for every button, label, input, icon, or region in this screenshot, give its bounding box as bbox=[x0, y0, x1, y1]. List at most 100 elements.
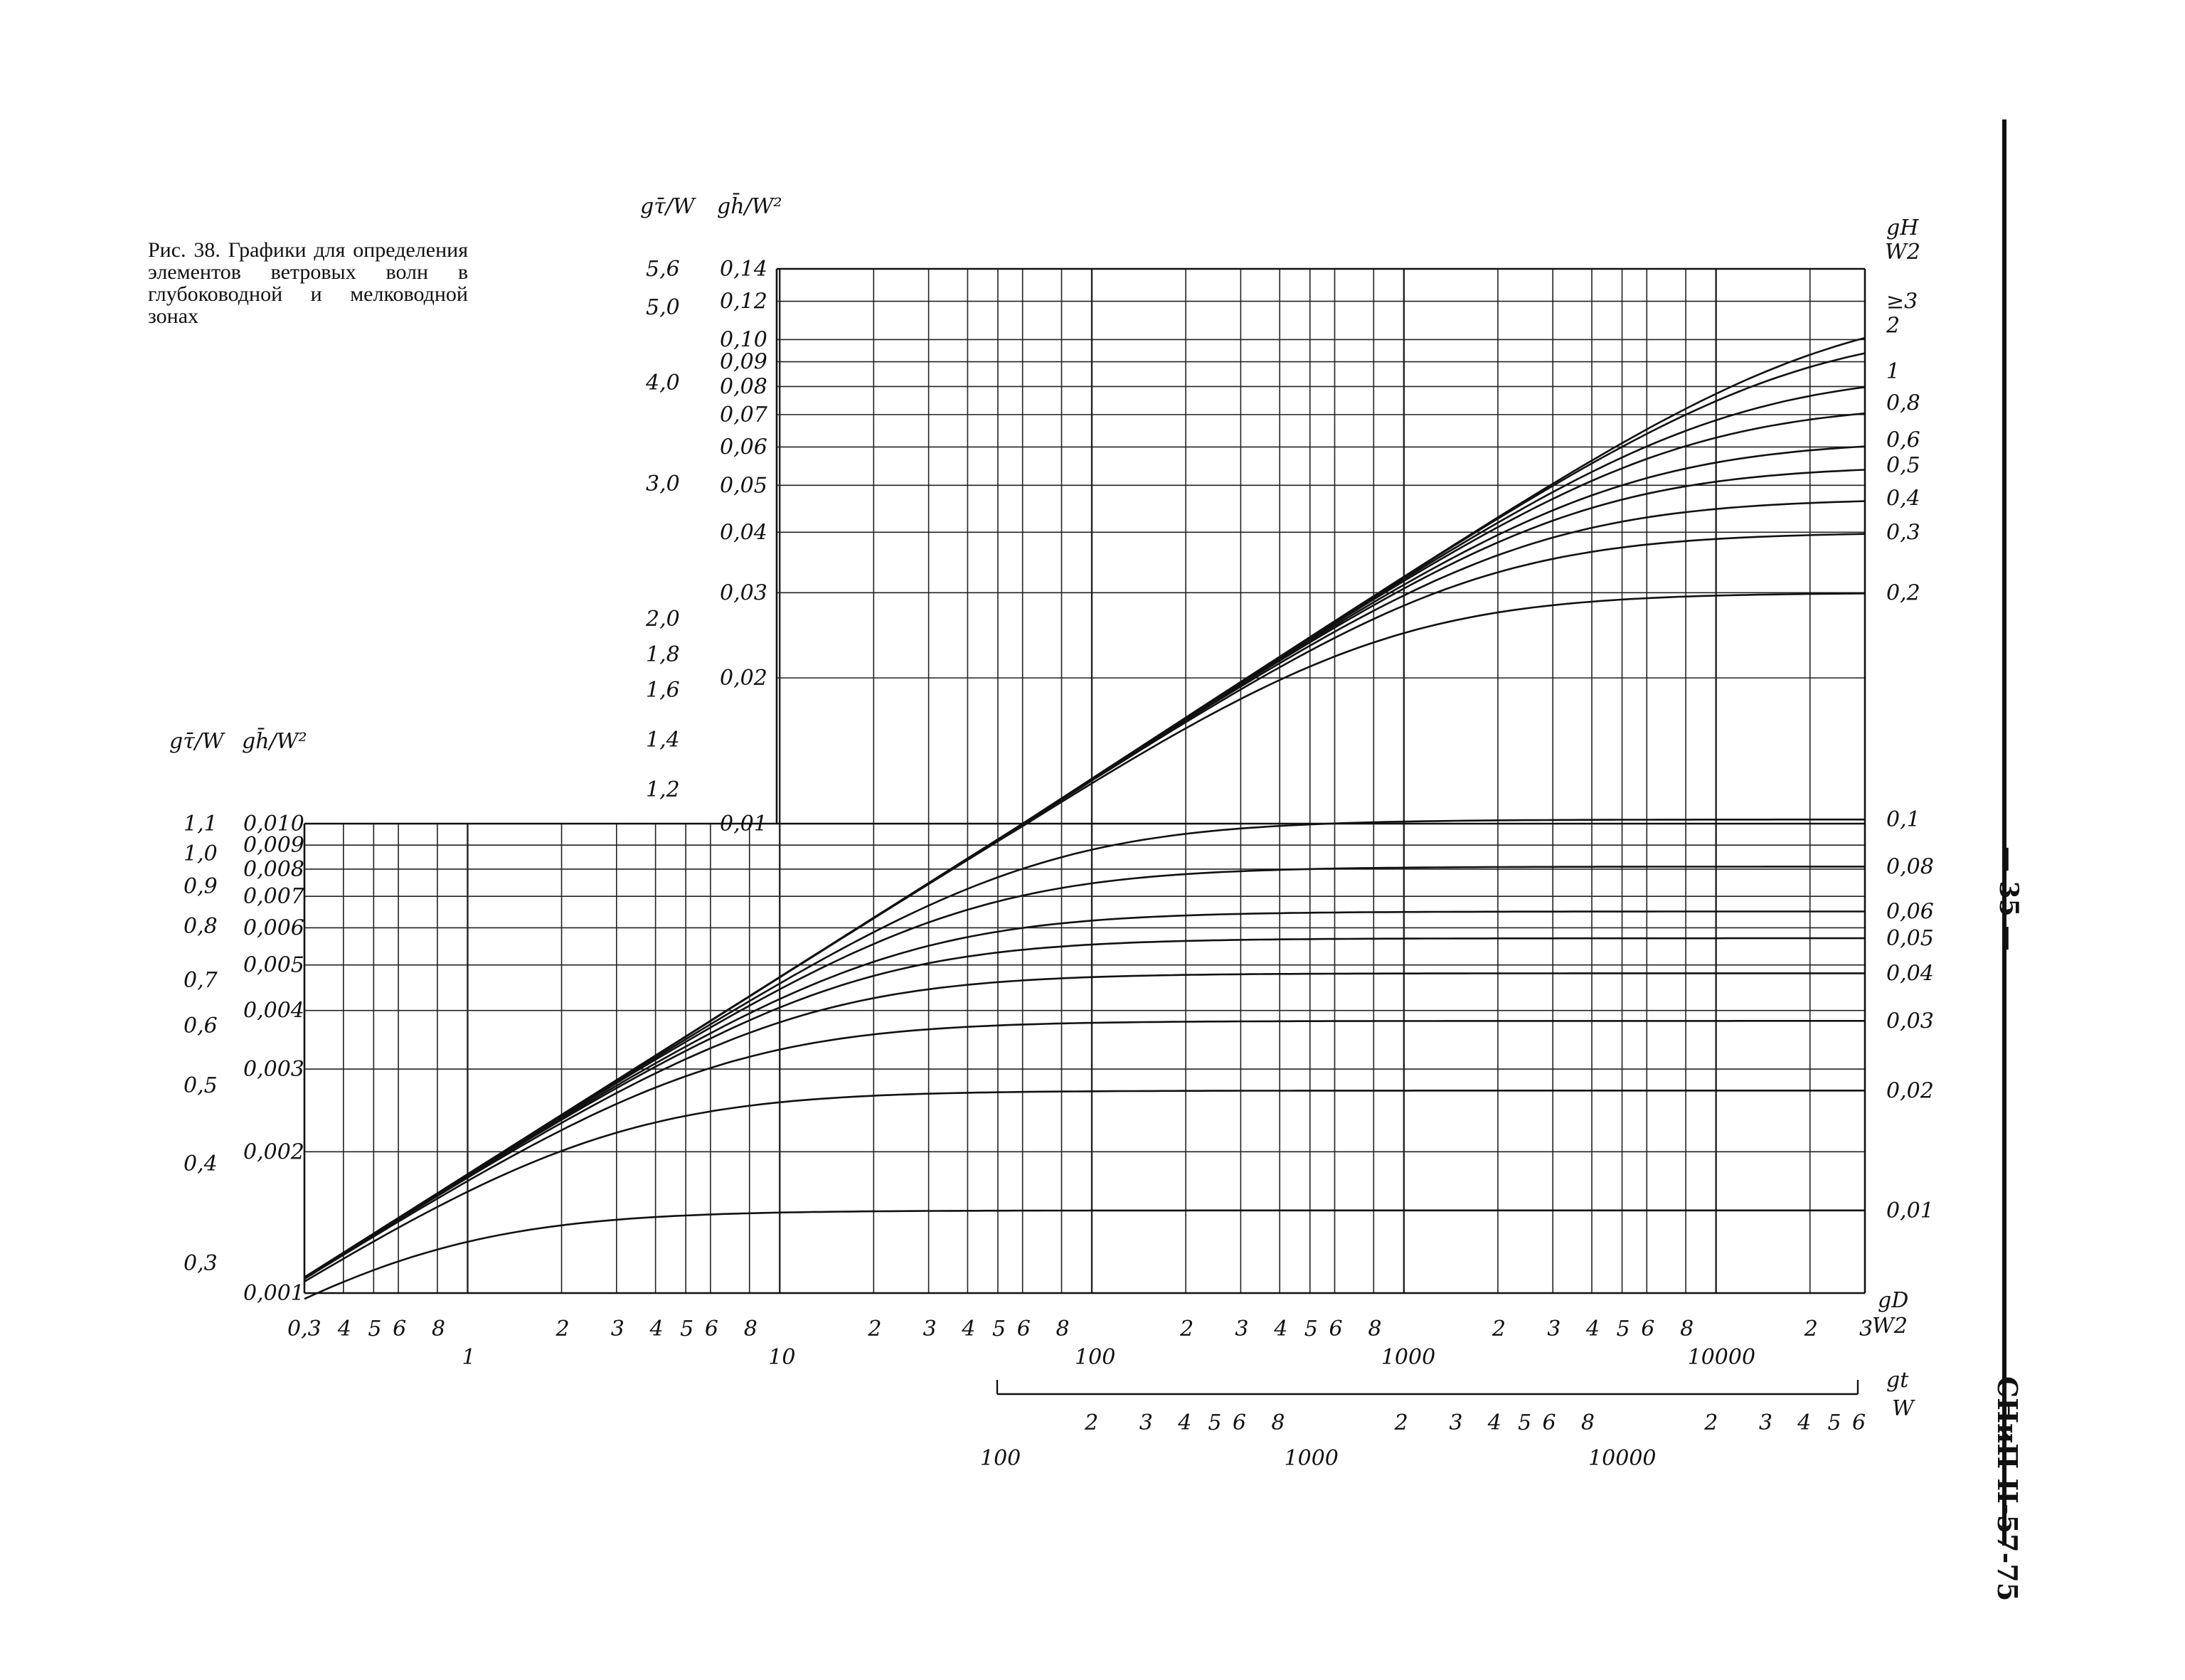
curve-label: 0,5 bbox=[1886, 453, 1920, 478]
x-tick-label: 4 bbox=[1585, 1317, 1600, 1341]
curve-line bbox=[304, 445, 1866, 1279]
x-tick-label: 8 bbox=[1368, 1317, 1381, 1341]
x-tick-label: 1 bbox=[462, 1345, 475, 1370]
x-tick-label: 8 bbox=[1680, 1317, 1694, 1341]
shallow-h-tick: 0,006 bbox=[243, 915, 304, 940]
curve-label: 0,03 bbox=[1886, 1009, 1934, 1033]
shallow-h-tick: 0,001 bbox=[243, 1281, 304, 1306]
curve-line bbox=[304, 592, 1866, 1279]
x-tick-label: 6 bbox=[705, 1317, 718, 1341]
curve-label: 0,04 bbox=[1886, 961, 1934, 986]
x-tick-label: 3 bbox=[611, 1317, 624, 1341]
x-tick-label: 5 bbox=[680, 1317, 693, 1341]
x-tick-label: 2 bbox=[1179, 1317, 1193, 1341]
shallow-h-tick: 0,009 bbox=[243, 833, 304, 858]
curve-label: 0,8 bbox=[1886, 390, 1920, 415]
time-tick-label: 4 bbox=[1487, 1410, 1501, 1435]
time-tick-label: 2 bbox=[1703, 1410, 1718, 1435]
x-tick-label: 5 bbox=[368, 1317, 381, 1341]
time-axis-title-bottom: W bbox=[1892, 1396, 1915, 1421]
curve-line bbox=[304, 866, 1865, 1279]
time-tick-label: 3 bbox=[1139, 1410, 1153, 1435]
x-tick-label: 2 bbox=[1492, 1317, 1506, 1341]
deep-tau-tick: 1,2 bbox=[646, 777, 680, 802]
time-tick-label: 6 bbox=[1852, 1410, 1866, 1435]
curve-line bbox=[304, 352, 1866, 1279]
time-tick-label: 4 bbox=[1797, 1410, 1811, 1435]
curve-label: 0,3 bbox=[1886, 520, 1920, 545]
shallow-h-tick: 0,008 bbox=[243, 857, 304, 882]
x-axis-title-top: gD bbox=[1878, 1288, 1908, 1313]
curve-label: 0,4 bbox=[1886, 487, 1920, 511]
curve-label: 0,01 bbox=[1886, 1198, 1934, 1223]
time-axis-title-top: gt bbox=[1886, 1368, 1909, 1393]
deep-h-tick: 0,05 bbox=[720, 473, 767, 498]
deep-h-tick: 0,08 bbox=[720, 374, 767, 399]
curve-label: 0,6 bbox=[1886, 428, 1920, 453]
deep-h-axis-title: gh̄/W² bbox=[717, 192, 782, 219]
curve-line bbox=[304, 1209, 1865, 1300]
curve-label: 0,1 bbox=[1886, 807, 1920, 832]
curve-label: 0,06 bbox=[1886, 899, 1934, 924]
deep-tau-tick: 2,0 bbox=[645, 607, 680, 632]
shallow-h-tick: 0,005 bbox=[243, 953, 304, 978]
shallow-tau-tick: 0,7 bbox=[184, 968, 218, 993]
side-rule bbox=[2002, 119, 2006, 1546]
x-tick-label: 4 bbox=[337, 1317, 351, 1341]
deep-h-tick: 0,03 bbox=[720, 580, 767, 605]
x-tick-label: 6 bbox=[1017, 1317, 1031, 1341]
time-tick-label: 8 bbox=[1581, 1410, 1595, 1435]
deep-h-tick: 0,14 bbox=[720, 257, 767, 282]
x-tick-label: 4 bbox=[649, 1317, 664, 1341]
curves bbox=[304, 336, 1866, 1300]
x-tick-label: 100 bbox=[1075, 1345, 1115, 1370]
time-tick-label: 10000 bbox=[1588, 1446, 1656, 1471]
document-code: СНиП II-57-75 bbox=[1992, 1376, 2024, 1602]
curve-label: 0,08 bbox=[1886, 854, 1934, 879]
deep-tau-tick: 5,6 bbox=[646, 257, 680, 282]
curve-line bbox=[304, 972, 1865, 1280]
shallow-h-axis-title: gh̄/W² bbox=[242, 727, 307, 754]
labels: ≥3210,80,60,50,40,30,20,10,080,060,050,0… bbox=[169, 192, 1934, 1471]
shallow-h-tick: 0,004 bbox=[243, 999, 304, 1024]
x-tick-label: 4 bbox=[1273, 1317, 1287, 1341]
x-tick-label: 2 bbox=[867, 1317, 881, 1341]
shallow-tau-tick: 1,0 bbox=[184, 841, 218, 866]
time-tick-label: 4 bbox=[1177, 1410, 1191, 1435]
time-tick-label: 6 bbox=[1233, 1410, 1246, 1435]
x-tick-label: 10000 bbox=[1688, 1345, 1755, 1370]
x-axis-title-bottom: W2 bbox=[1872, 1314, 1908, 1339]
curve-line bbox=[304, 500, 1866, 1279]
time-tick-label: 2 bbox=[1394, 1410, 1408, 1435]
curve-line bbox=[304, 1020, 1865, 1280]
curve-line bbox=[304, 910, 1865, 1279]
shallow-tau-tick: 1,1 bbox=[184, 812, 218, 836]
shallow-tau-tick: 0,5 bbox=[184, 1073, 218, 1098]
x-tick-label: 4 bbox=[961, 1317, 975, 1341]
shallow-h-tick: 0,010 bbox=[243, 812, 304, 836]
shallow-h-tick: 0,007 bbox=[243, 884, 305, 909]
curve-line bbox=[304, 1090, 1865, 1283]
deep-tau-tick: 1,8 bbox=[646, 642, 680, 667]
shallow-tau-tick: 0,8 bbox=[184, 914, 218, 939]
deep-h-tick: 0,02 bbox=[720, 666, 767, 691]
deep-tau-tick: 4,0 bbox=[645, 371, 680, 395]
deep-h-tick: 0,10 bbox=[720, 327, 767, 352]
x-tick-label: 2 bbox=[555, 1317, 570, 1341]
deep-tau-tick: 1,6 bbox=[646, 678, 680, 703]
deep-tau-axis-title: gτ̄/W bbox=[640, 194, 696, 219]
time-tick-label: 5 bbox=[1828, 1410, 1841, 1435]
x-tick-label: 6 bbox=[1329, 1317, 1342, 1341]
deep-tau-tick: 3,0 bbox=[646, 472, 680, 496]
right-axis-title-top: gH bbox=[1886, 216, 1919, 240]
x-tick-label: 6 bbox=[393, 1317, 406, 1341]
time-tick-label: 5 bbox=[1518, 1410, 1531, 1435]
curve-label: 0,05 bbox=[1886, 926, 1934, 951]
x-tick-label: 5 bbox=[992, 1317, 1006, 1341]
x-tick-label: 5 bbox=[1304, 1317, 1318, 1341]
curve-label: 1 bbox=[1886, 359, 1900, 384]
time-tick-label: 3 bbox=[1449, 1410, 1462, 1435]
deep-h-tick: 0,09 bbox=[720, 350, 767, 375]
deep-tau-tick: 5,0 bbox=[646, 295, 680, 320]
